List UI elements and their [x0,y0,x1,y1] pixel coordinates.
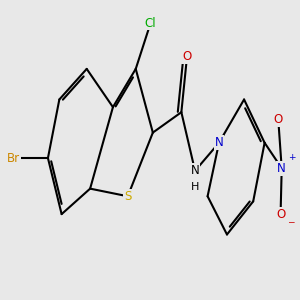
Text: O: O [276,208,285,220]
Text: Br: Br [7,152,20,165]
Text: +: + [288,153,296,162]
Text: O: O [182,50,192,63]
Text: −: − [287,217,295,226]
Text: N: N [191,164,200,177]
Text: H: H [191,182,199,192]
Text: S: S [124,190,131,203]
Text: N: N [214,136,224,149]
Text: Cl: Cl [145,16,156,29]
Text: N: N [277,162,286,175]
Text: O: O [274,113,283,126]
